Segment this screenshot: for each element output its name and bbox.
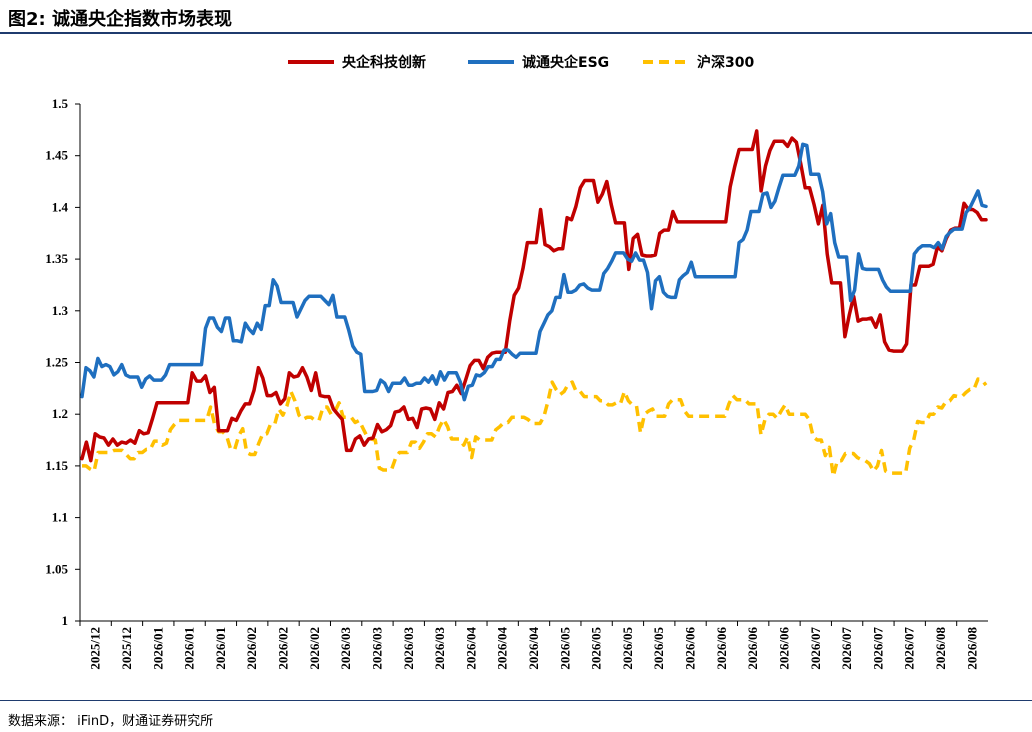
x-tick-label: 2026/02 bbox=[276, 627, 291, 670]
y-tick-label: 1.3 bbox=[52, 303, 69, 318]
x-tick-label: 2026/05 bbox=[557, 627, 572, 670]
x-tick-label: 2026/08 bbox=[933, 627, 948, 670]
source-note: 数据来源： iFinD，财通证券研究所 bbox=[8, 714, 214, 729]
legend-label-0: 央企科技创新 bbox=[342, 54, 426, 71]
axes bbox=[79, 104, 988, 622]
x-tick-label: 2026/03 bbox=[401, 627, 416, 670]
y-tick-label: 1.5 bbox=[52, 96, 69, 111]
x-tick-label: 2026/01 bbox=[150, 627, 165, 670]
y-tick-label: 1 bbox=[62, 613, 69, 628]
legend: 央企科技创新 诚通央企ESG 沪深300 bbox=[288, 54, 754, 71]
y-axis-ticks: 1 1.05 1.1 1.15 1.2 1.25 1.3 1.35 1.4 1.45 1.5 bbox=[45, 96, 80, 628]
y-tick-label: 1.45 bbox=[45, 148, 68, 163]
x-tick-label: 2026/06 bbox=[745, 627, 760, 670]
x-tick-label: 2026/03 bbox=[432, 627, 447, 670]
x-tick-label: 2026/01 bbox=[182, 627, 197, 670]
y-tick-label: 1.4 bbox=[52, 199, 69, 214]
x-tick-label: 2026/08 bbox=[964, 627, 979, 670]
chart-title: 图2: 诚通央企指数市场表现 bbox=[8, 9, 232, 30]
x-tick-label: 2026/05 bbox=[589, 627, 604, 670]
x-tick-label: 2026/06 bbox=[714, 627, 729, 670]
x-tick-label: 2026/07 bbox=[839, 627, 854, 670]
y-tick-label: 1.15 bbox=[45, 458, 68, 473]
x-tick-label: 2026/04 bbox=[463, 627, 478, 670]
series-line-0 bbox=[80, 129, 988, 463]
y-tick-label: 1.2 bbox=[52, 406, 68, 421]
legend-label-1: 诚通央企ESG bbox=[522, 54, 609, 71]
y-tick-label: 1.1 bbox=[52, 510, 68, 525]
x-tick-label: 2026/03 bbox=[338, 627, 353, 670]
x-tick-label: 2026/04 bbox=[495, 627, 510, 670]
x-tick-label: 2026/02 bbox=[244, 627, 259, 670]
x-tick-label: 2026/03 bbox=[369, 627, 384, 670]
x-tick-label: 2026/07 bbox=[870, 627, 885, 670]
footer-rule bbox=[0, 700, 1032, 701]
x-tick-label: 2026/04 bbox=[526, 627, 541, 670]
series-line-2 bbox=[82, 377, 988, 478]
x-tick-label: 2026/07 bbox=[808, 627, 823, 670]
legend-label-2: 沪深300 bbox=[697, 54, 754, 71]
y-tick-label: 1.25 bbox=[45, 355, 68, 370]
x-tick-label: 2026/06 bbox=[683, 627, 698, 670]
series-lines bbox=[80, 129, 988, 478]
x-tick-label: 2026/02 bbox=[307, 627, 322, 670]
x-tick-label: 2026/05 bbox=[651, 627, 666, 670]
x-tick-label: 2025/12 bbox=[88, 627, 103, 670]
x-tick-label: 2025/12 bbox=[119, 627, 134, 670]
line-chart: 央企科技创新 诚通央企ESG 沪深300 1 1.05 1.1 1.15 1.2 1.25 1.… bbox=[45, 54, 988, 670]
x-axis-ticks: 2025/12 2025/12 2026/01 2026/01 2026/01 2026/… bbox=[79, 621, 979, 670]
x-tick-label: 2026/07 bbox=[902, 627, 917, 670]
x-tick-label: 2026/06 bbox=[776, 627, 791, 670]
x-tick-label: 2026/05 bbox=[620, 627, 635, 670]
series-line-1 bbox=[80, 142, 988, 402]
title-rule bbox=[0, 32, 1032, 34]
y-tick-label: 1.35 bbox=[45, 251, 68, 266]
x-tick-label: 2026/01 bbox=[213, 627, 228, 670]
y-tick-label: 1.05 bbox=[45, 561, 68, 576]
